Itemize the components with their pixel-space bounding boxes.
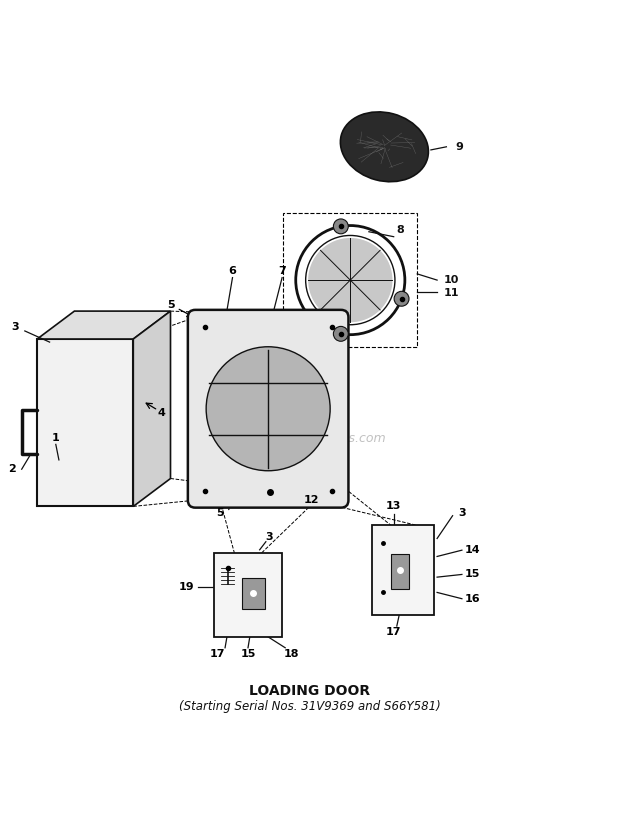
Text: 15: 15 xyxy=(465,570,480,580)
Circle shape xyxy=(334,327,348,342)
Circle shape xyxy=(394,292,409,307)
FancyBboxPatch shape xyxy=(188,310,348,507)
Circle shape xyxy=(206,347,330,471)
Circle shape xyxy=(334,219,348,234)
Text: 5: 5 xyxy=(216,507,224,517)
Text: 3: 3 xyxy=(265,532,273,542)
Text: 15: 15 xyxy=(241,649,255,659)
Polygon shape xyxy=(37,339,133,506)
Text: 1: 1 xyxy=(52,433,60,443)
Text: 16: 16 xyxy=(465,594,480,604)
Text: 17: 17 xyxy=(386,627,402,637)
Text: 19: 19 xyxy=(178,582,194,592)
Text: 5: 5 xyxy=(167,300,174,310)
Text: 12: 12 xyxy=(304,495,319,505)
Polygon shape xyxy=(37,311,170,339)
Text: 9: 9 xyxy=(456,142,464,152)
Bar xyxy=(372,525,434,615)
Text: 2: 2 xyxy=(9,464,16,474)
Text: 6: 6 xyxy=(229,266,236,276)
Ellipse shape xyxy=(340,112,428,182)
Text: 18: 18 xyxy=(283,649,299,659)
Text: (Starting Serial Nos. 31V9369 and S66Y581): (Starting Serial Nos. 31V9369 and S66Y58… xyxy=(179,700,441,712)
Text: 13: 13 xyxy=(386,501,401,511)
Text: 4: 4 xyxy=(157,408,165,418)
Text: 3: 3 xyxy=(458,507,466,517)
Text: eReplacementParts.com: eReplacementParts.com xyxy=(234,431,386,445)
Text: 3: 3 xyxy=(12,322,19,332)
Text: 11: 11 xyxy=(443,287,459,297)
Text: LOADING DOOR: LOADING DOOR xyxy=(249,684,371,698)
Bar xyxy=(391,555,409,589)
Text: 14: 14 xyxy=(465,545,480,555)
Circle shape xyxy=(308,238,392,322)
Text: 17: 17 xyxy=(210,649,224,659)
Polygon shape xyxy=(133,311,171,506)
Bar xyxy=(214,553,282,636)
Text: 10: 10 xyxy=(443,275,459,285)
Text: 7: 7 xyxy=(278,266,286,276)
Bar xyxy=(242,577,265,609)
Text: 8: 8 xyxy=(397,226,404,236)
